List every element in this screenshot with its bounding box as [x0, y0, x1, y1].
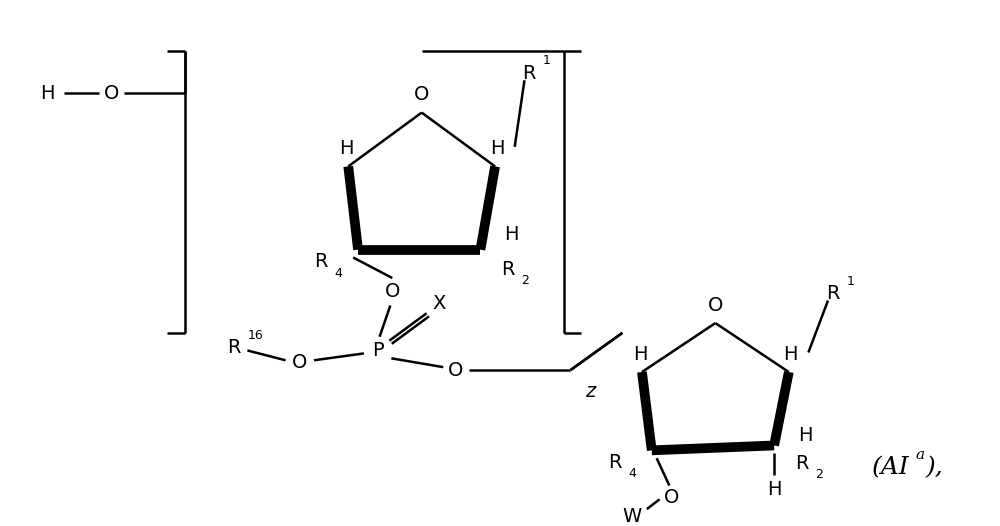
- Text: O: O: [292, 353, 307, 372]
- Text: H: H: [784, 345, 798, 364]
- Text: R: R: [795, 453, 808, 472]
- Text: 1: 1: [543, 54, 551, 67]
- Text: (AI: (AI: [872, 457, 910, 480]
- Text: O: O: [385, 282, 400, 301]
- Text: H: H: [339, 139, 354, 158]
- Text: R: R: [826, 284, 840, 303]
- Text: P: P: [372, 341, 383, 360]
- Text: 2: 2: [815, 468, 823, 481]
- Text: ),: ),: [926, 457, 944, 480]
- Text: H: H: [798, 426, 813, 445]
- Text: X: X: [433, 294, 446, 313]
- Text: O: O: [664, 488, 679, 507]
- Text: H: H: [504, 226, 519, 245]
- Text: O: O: [448, 360, 464, 380]
- Text: O: O: [104, 84, 119, 103]
- Text: H: H: [490, 139, 504, 158]
- Text: O: O: [708, 296, 723, 315]
- Text: R: R: [523, 64, 536, 83]
- Text: 4: 4: [628, 467, 636, 480]
- Text: O: O: [414, 85, 429, 105]
- Text: 1: 1: [847, 276, 854, 288]
- Text: R: R: [314, 252, 328, 271]
- Text: 4: 4: [335, 267, 342, 280]
- Text: W: W: [623, 508, 642, 526]
- Text: 16: 16: [247, 329, 263, 342]
- Text: H: H: [633, 345, 647, 364]
- Text: R: R: [608, 452, 621, 472]
- Text: z: z: [585, 382, 595, 401]
- Text: H: H: [40, 84, 55, 103]
- Text: R: R: [227, 338, 240, 357]
- Text: H: H: [767, 480, 781, 499]
- Text: 2: 2: [522, 275, 529, 288]
- Text: a: a: [915, 448, 924, 462]
- Text: R: R: [501, 260, 515, 279]
